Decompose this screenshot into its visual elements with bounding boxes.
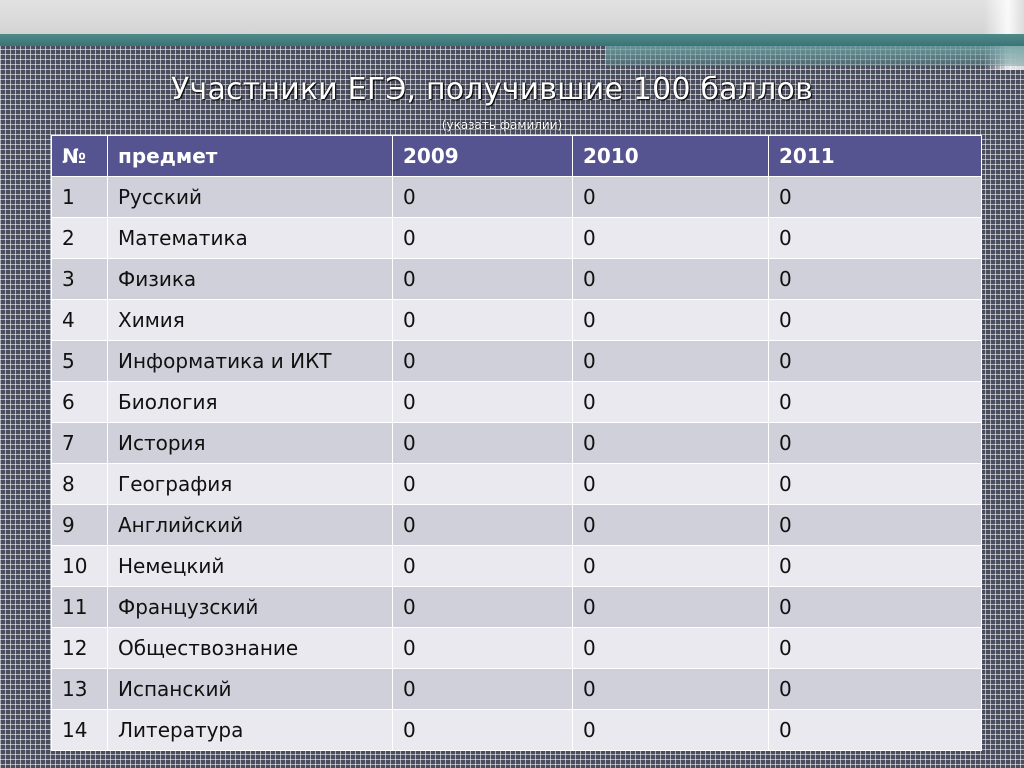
cell-number: 7 <box>51 422 108 464</box>
table-row: 7 История 0 0 0 <box>51 422 982 464</box>
cell-2009: 0 <box>392 217 573 259</box>
results-table: № предмет 2009 2010 2011 1 Русский 0 0 0… <box>51 135 982 751</box>
cell-number: 13 <box>51 668 108 710</box>
table-row: 9 Английский 0 0 0 <box>51 504 982 546</box>
header-number: № <box>51 135 108 177</box>
cell-2011: 0 <box>768 627 982 669</box>
cell-subject: Литература <box>107 709 393 751</box>
table-row: 13 Испанский 0 0 0 <box>51 668 982 710</box>
cell-2010: 0 <box>572 709 769 751</box>
cell-subject: Математика <box>107 217 393 259</box>
cell-2009: 0 <box>392 627 573 669</box>
cell-2010: 0 <box>572 299 769 341</box>
cell-number: 5 <box>51 340 108 382</box>
cell-2010: 0 <box>572 463 769 505</box>
cell-2010: 0 <box>572 627 769 669</box>
cell-2009: 0 <box>392 422 573 464</box>
cell-2009: 0 <box>392 586 573 628</box>
cell-subject: Химия <box>107 299 393 341</box>
cell-2010: 0 <box>572 176 769 218</box>
cell-2010: 0 <box>572 258 769 300</box>
slide-title: Участники ЕГЭ, получившие 100 баллов <box>171 72 813 107</box>
cell-number: 12 <box>51 627 108 669</box>
cell-2011: 0 <box>768 258 982 300</box>
cell-subject: История <box>107 422 393 464</box>
cell-number: 10 <box>51 545 108 587</box>
cell-number: 9 <box>51 504 108 546</box>
cell-2009: 0 <box>392 668 573 710</box>
cell-2011: 0 <box>768 668 982 710</box>
cell-2009: 0 <box>392 504 573 546</box>
cell-2009: 0 <box>392 176 573 218</box>
header-subject: предмет <box>107 135 393 177</box>
cell-2011: 0 <box>768 299 982 341</box>
cell-2009: 0 <box>392 258 573 300</box>
cell-subject: Французский <box>107 586 393 628</box>
header-year-2009: 2009 <box>392 135 573 177</box>
cell-2010: 0 <box>572 381 769 423</box>
cell-subject: География <box>107 463 393 505</box>
cell-2009: 0 <box>392 299 573 341</box>
cell-number: 8 <box>51 463 108 505</box>
cell-2010: 0 <box>572 545 769 587</box>
cell-2010: 0 <box>572 340 769 382</box>
cell-2011: 0 <box>768 176 982 218</box>
cell-2011: 0 <box>768 463 982 505</box>
table-row: 2 Математика 0 0 0 <box>51 217 982 259</box>
cell-2009: 0 <box>392 545 573 587</box>
cell-number: 3 <box>51 258 108 300</box>
slide-subtitle: (указать фамилии) <box>441 118 563 132</box>
cell-number: 4 <box>51 299 108 341</box>
cell-2011: 0 <box>768 340 982 382</box>
table-row: 12 Обществознание 0 0 0 <box>51 627 982 669</box>
header-year-2010: 2010 <box>572 135 769 177</box>
cell-2011: 0 <box>768 217 982 259</box>
header-year-2011: 2011 <box>768 135 982 177</box>
table-row: 14 Литература 0 0 0 <box>51 709 982 751</box>
cell-2011: 0 <box>768 504 982 546</box>
cell-subject: Английский <box>107 504 393 546</box>
teal-accent-stripe <box>0 34 1024 46</box>
cell-2010: 0 <box>572 668 769 710</box>
cell-subject: Русский <box>107 176 393 218</box>
teal-accent-stripe-secondary <box>606 46 1024 66</box>
cell-subject: Физика <box>107 258 393 300</box>
results-table-container: № предмет 2009 2010 2011 1 Русский 0 0 0… <box>51 135 982 751</box>
table-row: 4 Химия 0 0 0 <box>51 299 982 341</box>
cell-number: 2 <box>51 217 108 259</box>
cell-2010: 0 <box>572 422 769 464</box>
table-row: 11 Французский 0 0 0 <box>51 586 982 628</box>
cell-number: 11 <box>51 586 108 628</box>
table-row: 3 Физика 0 0 0 <box>51 258 982 300</box>
table-header-row: № предмет 2009 2010 2011 <box>51 135 982 177</box>
table-row: 10 Немецкий 0 0 0 <box>51 545 982 587</box>
cell-2011: 0 <box>768 545 982 587</box>
cell-number: 1 <box>51 176 108 218</box>
cell-2010: 0 <box>572 504 769 546</box>
cell-2009: 0 <box>392 709 573 751</box>
cell-2009: 0 <box>392 381 573 423</box>
slide-top-bar <box>0 0 1024 34</box>
cell-2010: 0 <box>572 217 769 259</box>
cell-2009: 0 <box>392 340 573 382</box>
cell-subject: Немецкий <box>107 545 393 587</box>
cell-number: 6 <box>51 381 108 423</box>
cell-number: 14 <box>51 709 108 751</box>
cell-2010: 0 <box>572 586 769 628</box>
cell-2011: 0 <box>768 381 982 423</box>
cell-2011: 0 <box>768 586 982 628</box>
table-row: 5 Информатика и ИКТ 0 0 0 <box>51 340 982 382</box>
cell-subject: Информатика и ИКТ <box>107 340 393 382</box>
cell-subject: Биология <box>107 381 393 423</box>
cell-2011: 0 <box>768 709 982 751</box>
cell-2011: 0 <box>768 422 982 464</box>
table-row: 8 География 0 0 0 <box>51 463 982 505</box>
table-row: 1 Русский 0 0 0 <box>51 176 982 218</box>
table-row: 6 Биология 0 0 0 <box>51 381 982 423</box>
cell-subject: Обществознание <box>107 627 393 669</box>
cell-subject: Испанский <box>107 668 393 710</box>
cell-2009: 0 <box>392 463 573 505</box>
